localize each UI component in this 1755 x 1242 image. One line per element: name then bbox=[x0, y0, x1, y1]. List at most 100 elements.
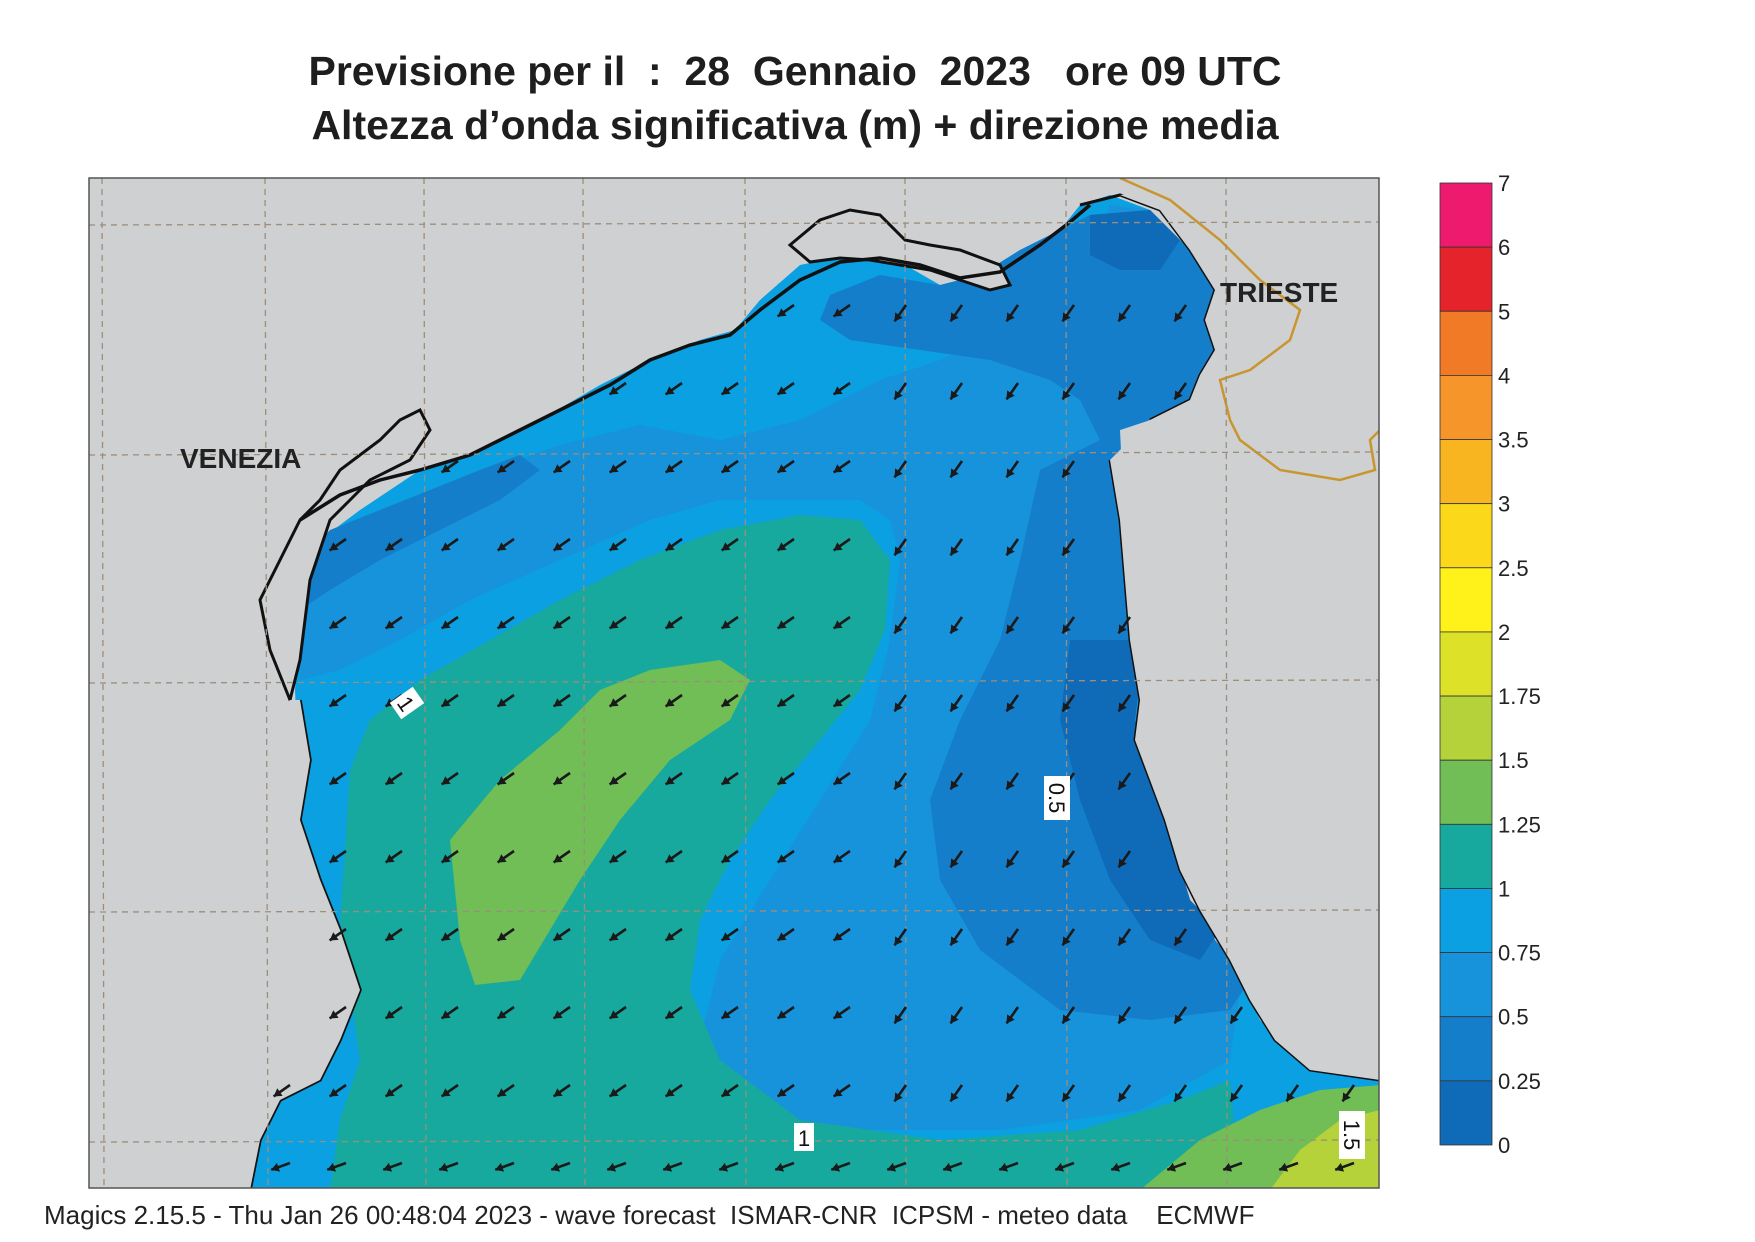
direction-arrowhead bbox=[1118, 858, 1127, 868]
direction-arrowhead bbox=[1062, 1014, 1071, 1024]
direction-arrowhead bbox=[777, 464, 787, 473]
direction-arrowhead bbox=[441, 854, 451, 863]
direction-arrowhead bbox=[441, 698, 451, 707]
direction-arrowhead bbox=[1062, 1092, 1071, 1102]
direction-arrowhead bbox=[665, 464, 675, 473]
direction-arrowhead bbox=[777, 1010, 787, 1019]
legend-label: 6 bbox=[1498, 235, 1510, 260]
direction-arrowhead bbox=[609, 542, 619, 551]
direction-arrowhead bbox=[1118, 1014, 1127, 1024]
contour-label-1.5: 1.5 bbox=[1339, 1111, 1365, 1159]
direction-arrowhead bbox=[385, 776, 395, 785]
direction-arrowhead bbox=[950, 468, 959, 478]
direction-arrowhead bbox=[553, 620, 563, 629]
direction-arrowhead bbox=[441, 1088, 451, 1097]
legend-swatch bbox=[1439, 1016, 1493, 1082]
direction-arrowhead bbox=[721, 776, 731, 785]
band-0.5-north bbox=[820, 210, 1215, 470]
direction-arrowhead bbox=[1174, 1092, 1183, 1102]
direction-arrowhead bbox=[894, 1092, 903, 1102]
direction-arrowhead bbox=[1118, 936, 1127, 946]
direction-arrowhead bbox=[721, 386, 731, 395]
direction-arrowhead bbox=[943, 1162, 953, 1172]
direction-arrowhead bbox=[833, 854, 843, 863]
direction-arrowhead bbox=[1006, 936, 1015, 946]
direction-arrowhead bbox=[553, 776, 563, 785]
direction-arrowhead bbox=[441, 464, 451, 473]
direction-arrowhead bbox=[1118, 702, 1127, 712]
direction-arrowhead bbox=[441, 932, 451, 941]
direction-arrowhead bbox=[950, 780, 959, 790]
direction-arrowhead bbox=[1174, 1014, 1183, 1024]
direction-arrowhead bbox=[833, 1010, 843, 1019]
label-venezia: VENEZIA bbox=[180, 443, 301, 474]
direction-arrowhead bbox=[950, 1014, 959, 1024]
direction-arrowhead bbox=[1006, 702, 1015, 712]
band-1.25 bbox=[450, 660, 750, 985]
direction-arrowhead bbox=[950, 1092, 959, 1102]
legend-label: 1.25 bbox=[1498, 812, 1541, 837]
direction-arrowhead bbox=[609, 932, 619, 941]
direction-arrowhead bbox=[833, 542, 843, 551]
direction-arrowhead bbox=[497, 1010, 507, 1019]
direction-arrowhead bbox=[950, 546, 959, 556]
direction-arrowhead bbox=[553, 1088, 563, 1097]
direction-arrowhead bbox=[553, 1010, 563, 1019]
legend-label: 1.75 bbox=[1498, 684, 1541, 709]
direction-arrowhead bbox=[831, 1162, 841, 1172]
direction-arrowhead bbox=[553, 698, 563, 707]
direction-arrowhead bbox=[665, 386, 675, 395]
legend-label: 5 bbox=[1498, 299, 1510, 324]
direction-arrowhead bbox=[665, 776, 675, 785]
direction-arrowhead bbox=[950, 624, 959, 634]
direction-arrowhead bbox=[1118, 390, 1127, 400]
direction-arrowhead bbox=[777, 386, 787, 395]
direction-arrowhead bbox=[329, 1088, 339, 1097]
direction-arrowhead bbox=[665, 932, 675, 941]
direction-arrowhead bbox=[497, 776, 507, 785]
legend-label: 1 bbox=[1498, 876, 1510, 901]
land-istria bbox=[1110, 178, 1379, 1080]
direction-arrowhead bbox=[1223, 1162, 1233, 1172]
contour-label-1b: 1 bbox=[794, 1123, 814, 1151]
legend-swatch bbox=[1439, 823, 1493, 889]
direction-arrowhead bbox=[1006, 624, 1015, 634]
direction-arrowhead bbox=[329, 1010, 339, 1019]
direction-arrowhead bbox=[1062, 858, 1071, 868]
contour-label-0.5: 0.5 bbox=[1044, 776, 1070, 820]
direction-arrowhead bbox=[1279, 1162, 1289, 1172]
direction-arrowhead bbox=[999, 1162, 1009, 1172]
direction-arrowhead bbox=[833, 464, 843, 473]
direction-arrowhead bbox=[327, 1162, 337, 1172]
chart-subtitle: Altezza d’onda significativa (m) + direz… bbox=[311, 102, 1279, 148]
direction-arrowhead bbox=[833, 932, 843, 941]
direction-arrowhead bbox=[777, 542, 787, 551]
direction-arrowhead bbox=[609, 698, 619, 707]
legend-swatch bbox=[1439, 503, 1493, 569]
direction-arrowhead bbox=[1062, 390, 1071, 400]
direction-arrowhead bbox=[894, 546, 903, 556]
direction-arrowhead bbox=[665, 698, 675, 707]
direction-arrowhead bbox=[1174, 936, 1183, 946]
direction-arrowhead bbox=[721, 854, 731, 863]
legend-swatch bbox=[1439, 182, 1493, 248]
legend-label: 0.5 bbox=[1498, 1005, 1529, 1030]
legend-swatch bbox=[1439, 695, 1493, 761]
legend-swatch bbox=[1439, 567, 1493, 633]
direction-arrowhead bbox=[497, 854, 507, 863]
direction-arrowhead bbox=[1111, 1162, 1121, 1172]
direction-arrowhead bbox=[1118, 1092, 1127, 1102]
direction-arrowhead bbox=[385, 932, 395, 941]
direction-arrowhead bbox=[1006, 468, 1015, 478]
direction-arrowhead bbox=[1118, 780, 1127, 790]
direction-arrowhead bbox=[609, 1088, 619, 1097]
direction-arrowhead bbox=[441, 620, 451, 629]
legend-label: 0.75 bbox=[1498, 941, 1541, 966]
direction-arrowhead bbox=[385, 1088, 395, 1097]
legend-swatch bbox=[1439, 439, 1493, 505]
direction-arrowhead bbox=[1006, 858, 1015, 868]
band-0.5-west bbox=[300, 455, 540, 610]
direction-arrowhead bbox=[721, 698, 731, 707]
direction-arrowhead bbox=[894, 702, 903, 712]
